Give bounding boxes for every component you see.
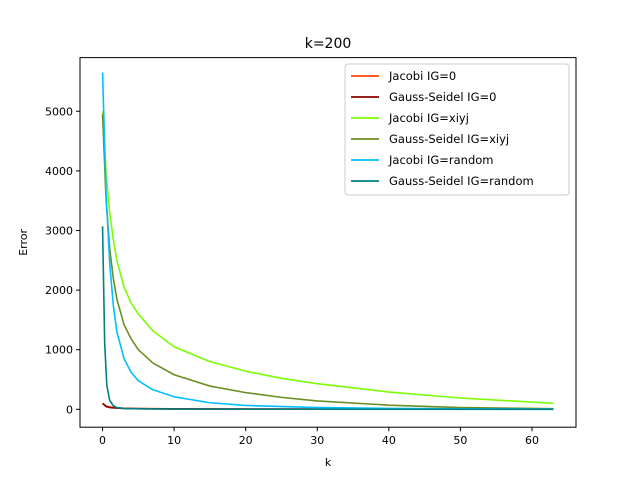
series-line-3 [101,114,554,410]
plot-area-frame [79,57,577,428]
legend-label: Jacobi IG=0 [388,69,456,83]
legend-label: Gauss-Seidel IG=xiyj [389,132,509,146]
y-tick-label: 1000 [45,344,73,357]
x-tick-label: 20 [239,434,253,447]
y-tick-label: 0 [66,403,73,416]
series-line-4 [101,72,554,410]
legend-label: Gauss-Seidel IG=0 [389,90,496,104]
x-axis-label: k [325,456,332,469]
legend-box [344,63,570,196]
y-tick-label: 5000 [45,105,73,118]
tick-marks: 0 10 20 30 40 50 60 0 1000 2000 3000 4000 5000 [45,105,539,447]
x-tick-label: 30 [310,434,324,447]
y-axis-label: Error [17,229,30,256]
x-tick-label: 10 [167,434,181,447]
y-tick-label: 3000 [45,224,73,237]
legend-label: Gauss-Seidel IG=random [389,174,534,188]
y-tick-label: 2000 [45,284,73,297]
legend: Jacobi IG=0 Gauss-Seidel IG=0 Jacobi IG=xi… [344,63,570,196]
x-tick-label: 40 [382,434,396,447]
series-lines [101,72,554,411]
y-tick-label: 4000 [45,165,73,178]
series-line-5 [101,226,554,411]
chart-title: k=200 [305,36,352,52]
x-tick-label: 0 [99,434,106,447]
x-tick-label: 50 [453,434,467,447]
x-tick-label: 60 [525,434,539,447]
legend-label: Jacobi IG=random [388,153,494,167]
series-line-2 [101,111,554,405]
legend-label: Jacobi IG=xiyj [388,111,469,125]
